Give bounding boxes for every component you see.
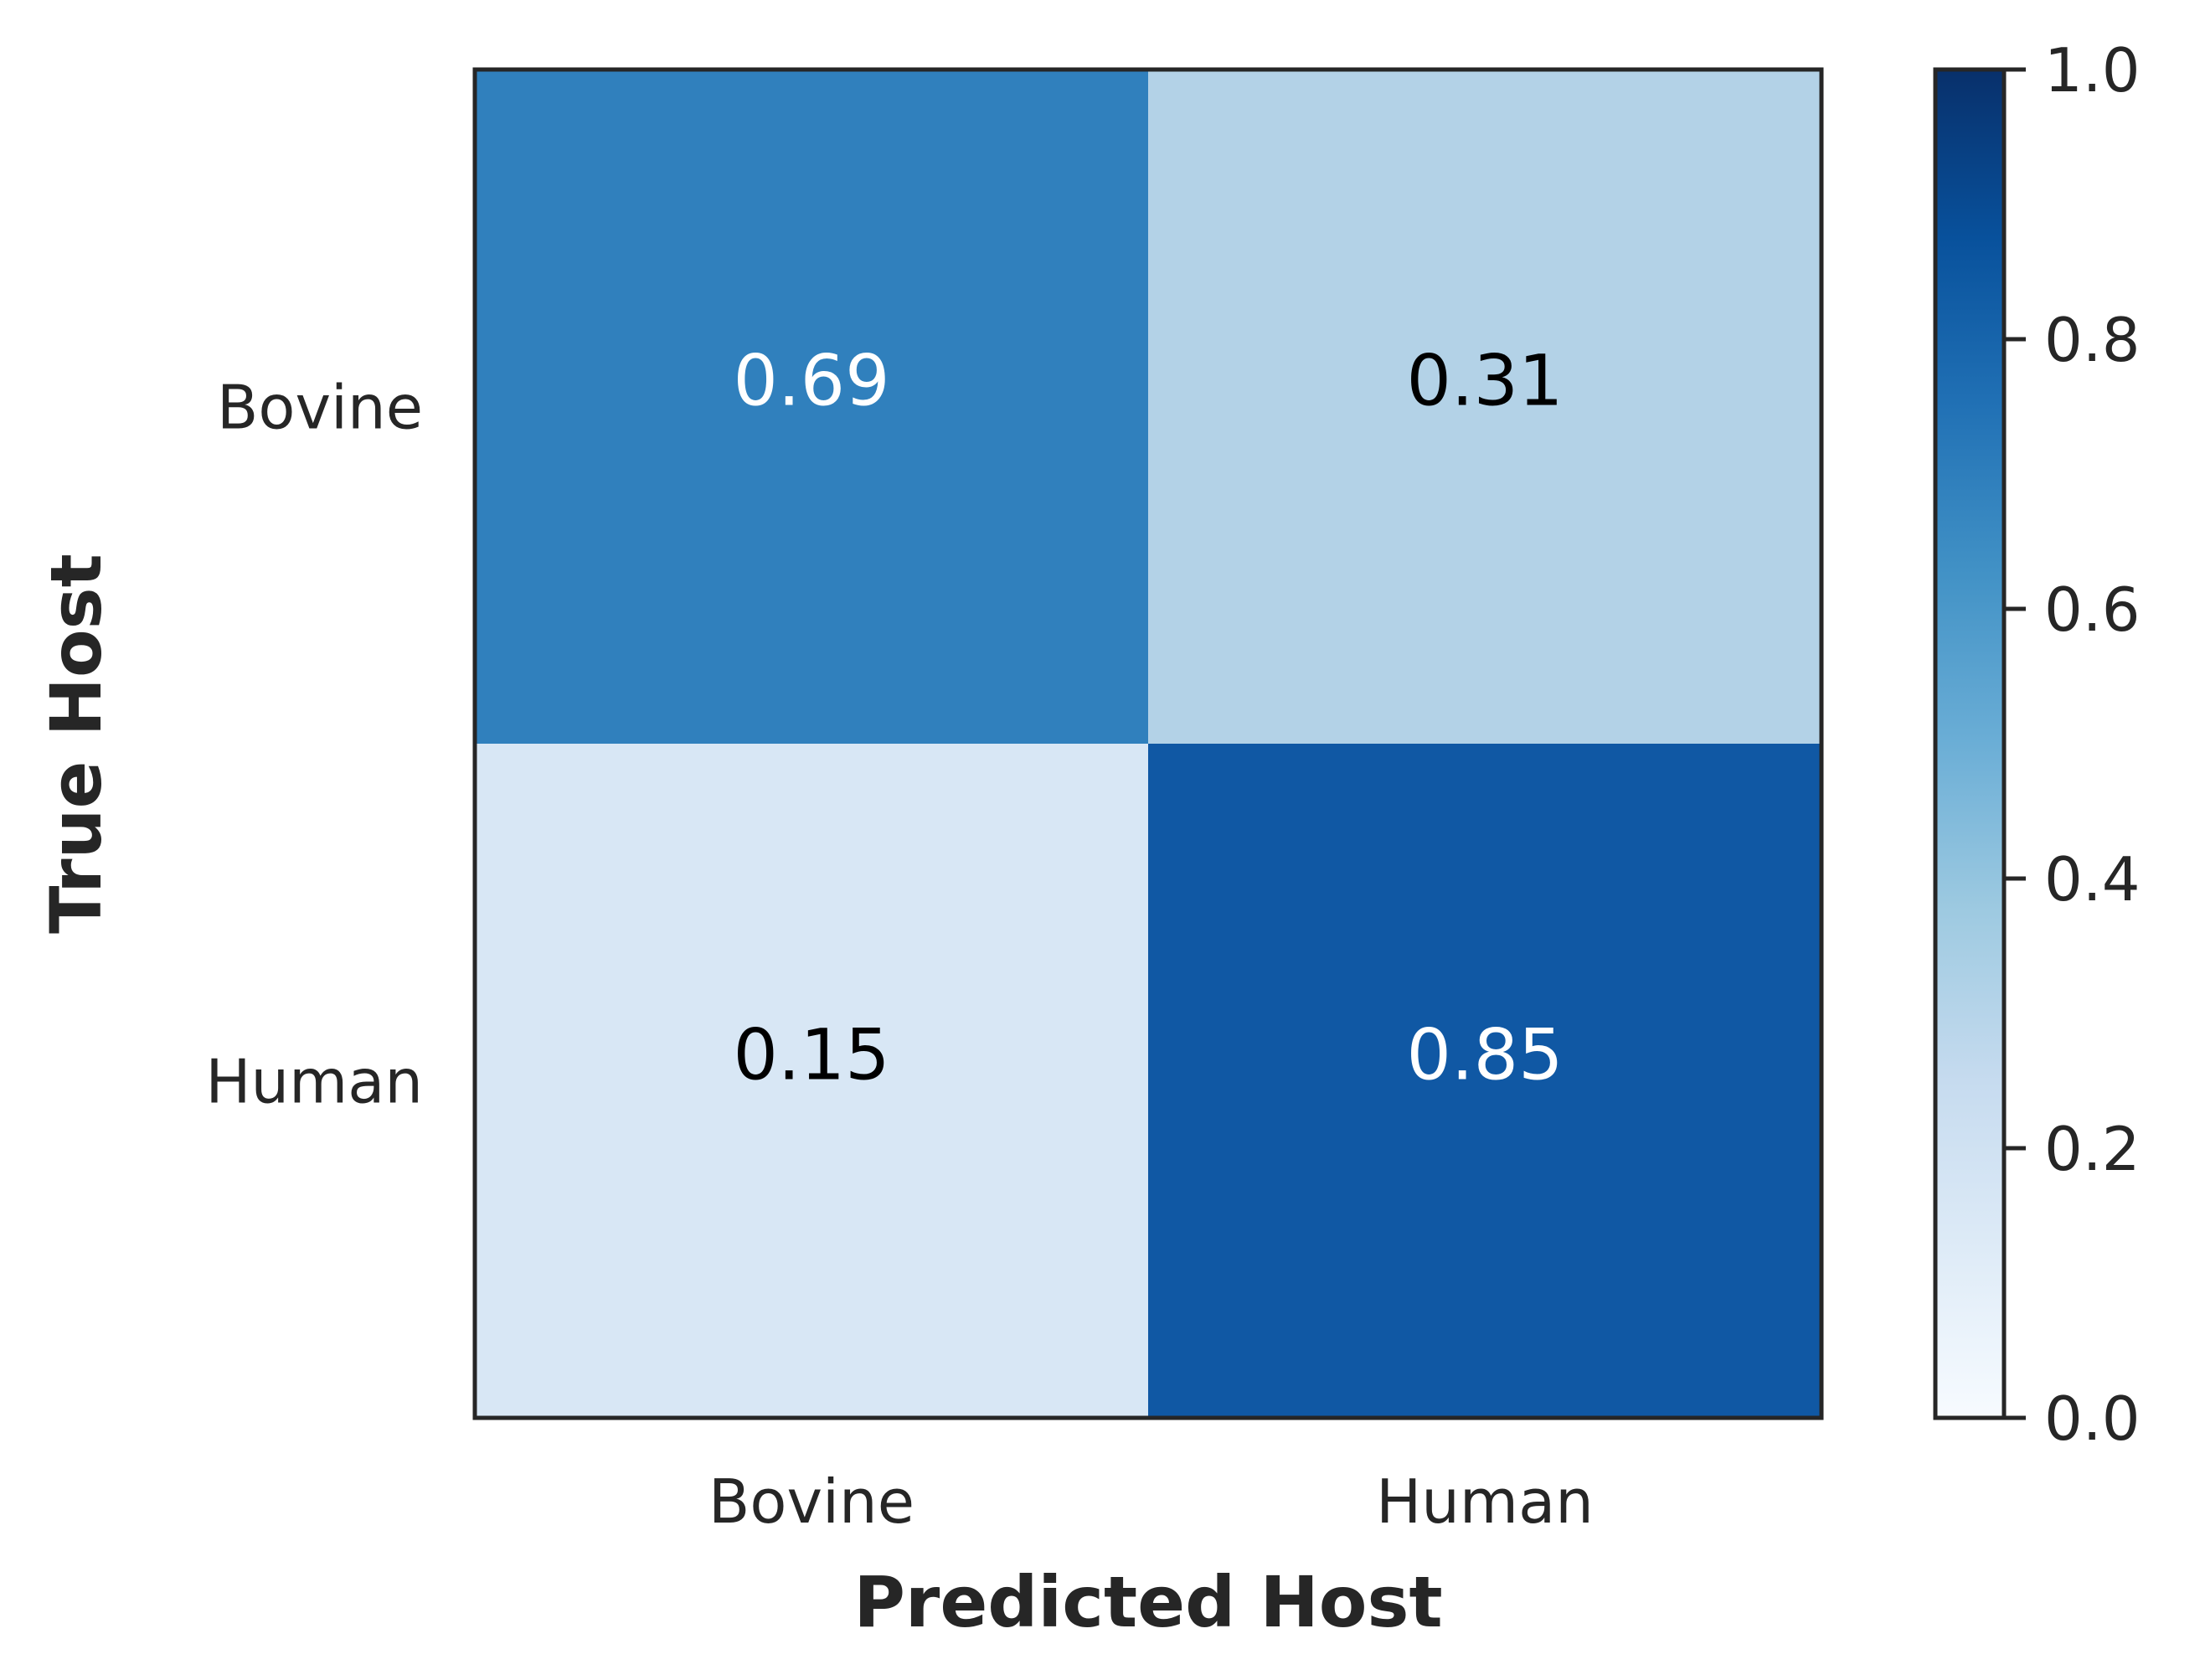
cell-value-label: 0.69 bbox=[733, 339, 889, 421]
heatmap-cell-human-human bbox=[1148, 744, 1822, 1419]
colorbar-tick-label: 0.8 bbox=[2044, 305, 2141, 375]
x-tick-label: Human bbox=[1376, 1466, 1594, 1537]
heatmap-cell-human-bovine bbox=[475, 744, 1149, 1419]
cell-value-label: 0.31 bbox=[1406, 339, 1563, 421]
x-axis-title: Predicted Host bbox=[853, 1561, 1442, 1643]
y-tick-label: Human bbox=[205, 1047, 423, 1117]
colorbar-tick-label: 0.4 bbox=[2044, 844, 2141, 915]
colorbar-ticks: 0.0 0.2 0.4 0.6 0.8 1.0 bbox=[2004, 35, 2141, 1454]
x-tick-label: Bovine bbox=[708, 1466, 914, 1537]
y-tick-label: Bovine bbox=[217, 373, 423, 443]
cell-value-label: 0.15 bbox=[733, 1013, 889, 1095]
colorbar-frame bbox=[1933, 67, 2007, 1420]
plot-frame bbox=[472, 67, 1824, 1420]
y-axis-title: True Host bbox=[35, 554, 117, 934]
cell-value-label: 0.85 bbox=[1406, 1013, 1563, 1095]
colorbar-tick-label: 0.2 bbox=[2044, 1114, 2141, 1184]
colorbar-tick-label: 0.6 bbox=[2044, 575, 2141, 645]
colorbar-tick-label: 0.0 bbox=[2044, 1384, 2141, 1454]
colorbar-gradient bbox=[1935, 70, 2004, 1418]
cell-value-labels: 0.69 0.31 0.15 0.85 bbox=[733, 339, 1563, 1095]
colorbar-tick-label: 1.0 bbox=[2044, 35, 2141, 106]
heatmap-cell-bovine-human bbox=[1148, 70, 1822, 745]
x-axis-tick-labels: Bovine Human bbox=[708, 1466, 1594, 1537]
y-axis-tick-labels: Bovine Human bbox=[205, 373, 423, 1117]
heatmap-cell-bovine-bovine bbox=[475, 70, 1149, 745]
heatmap-cells bbox=[475, 70, 1822, 1419]
